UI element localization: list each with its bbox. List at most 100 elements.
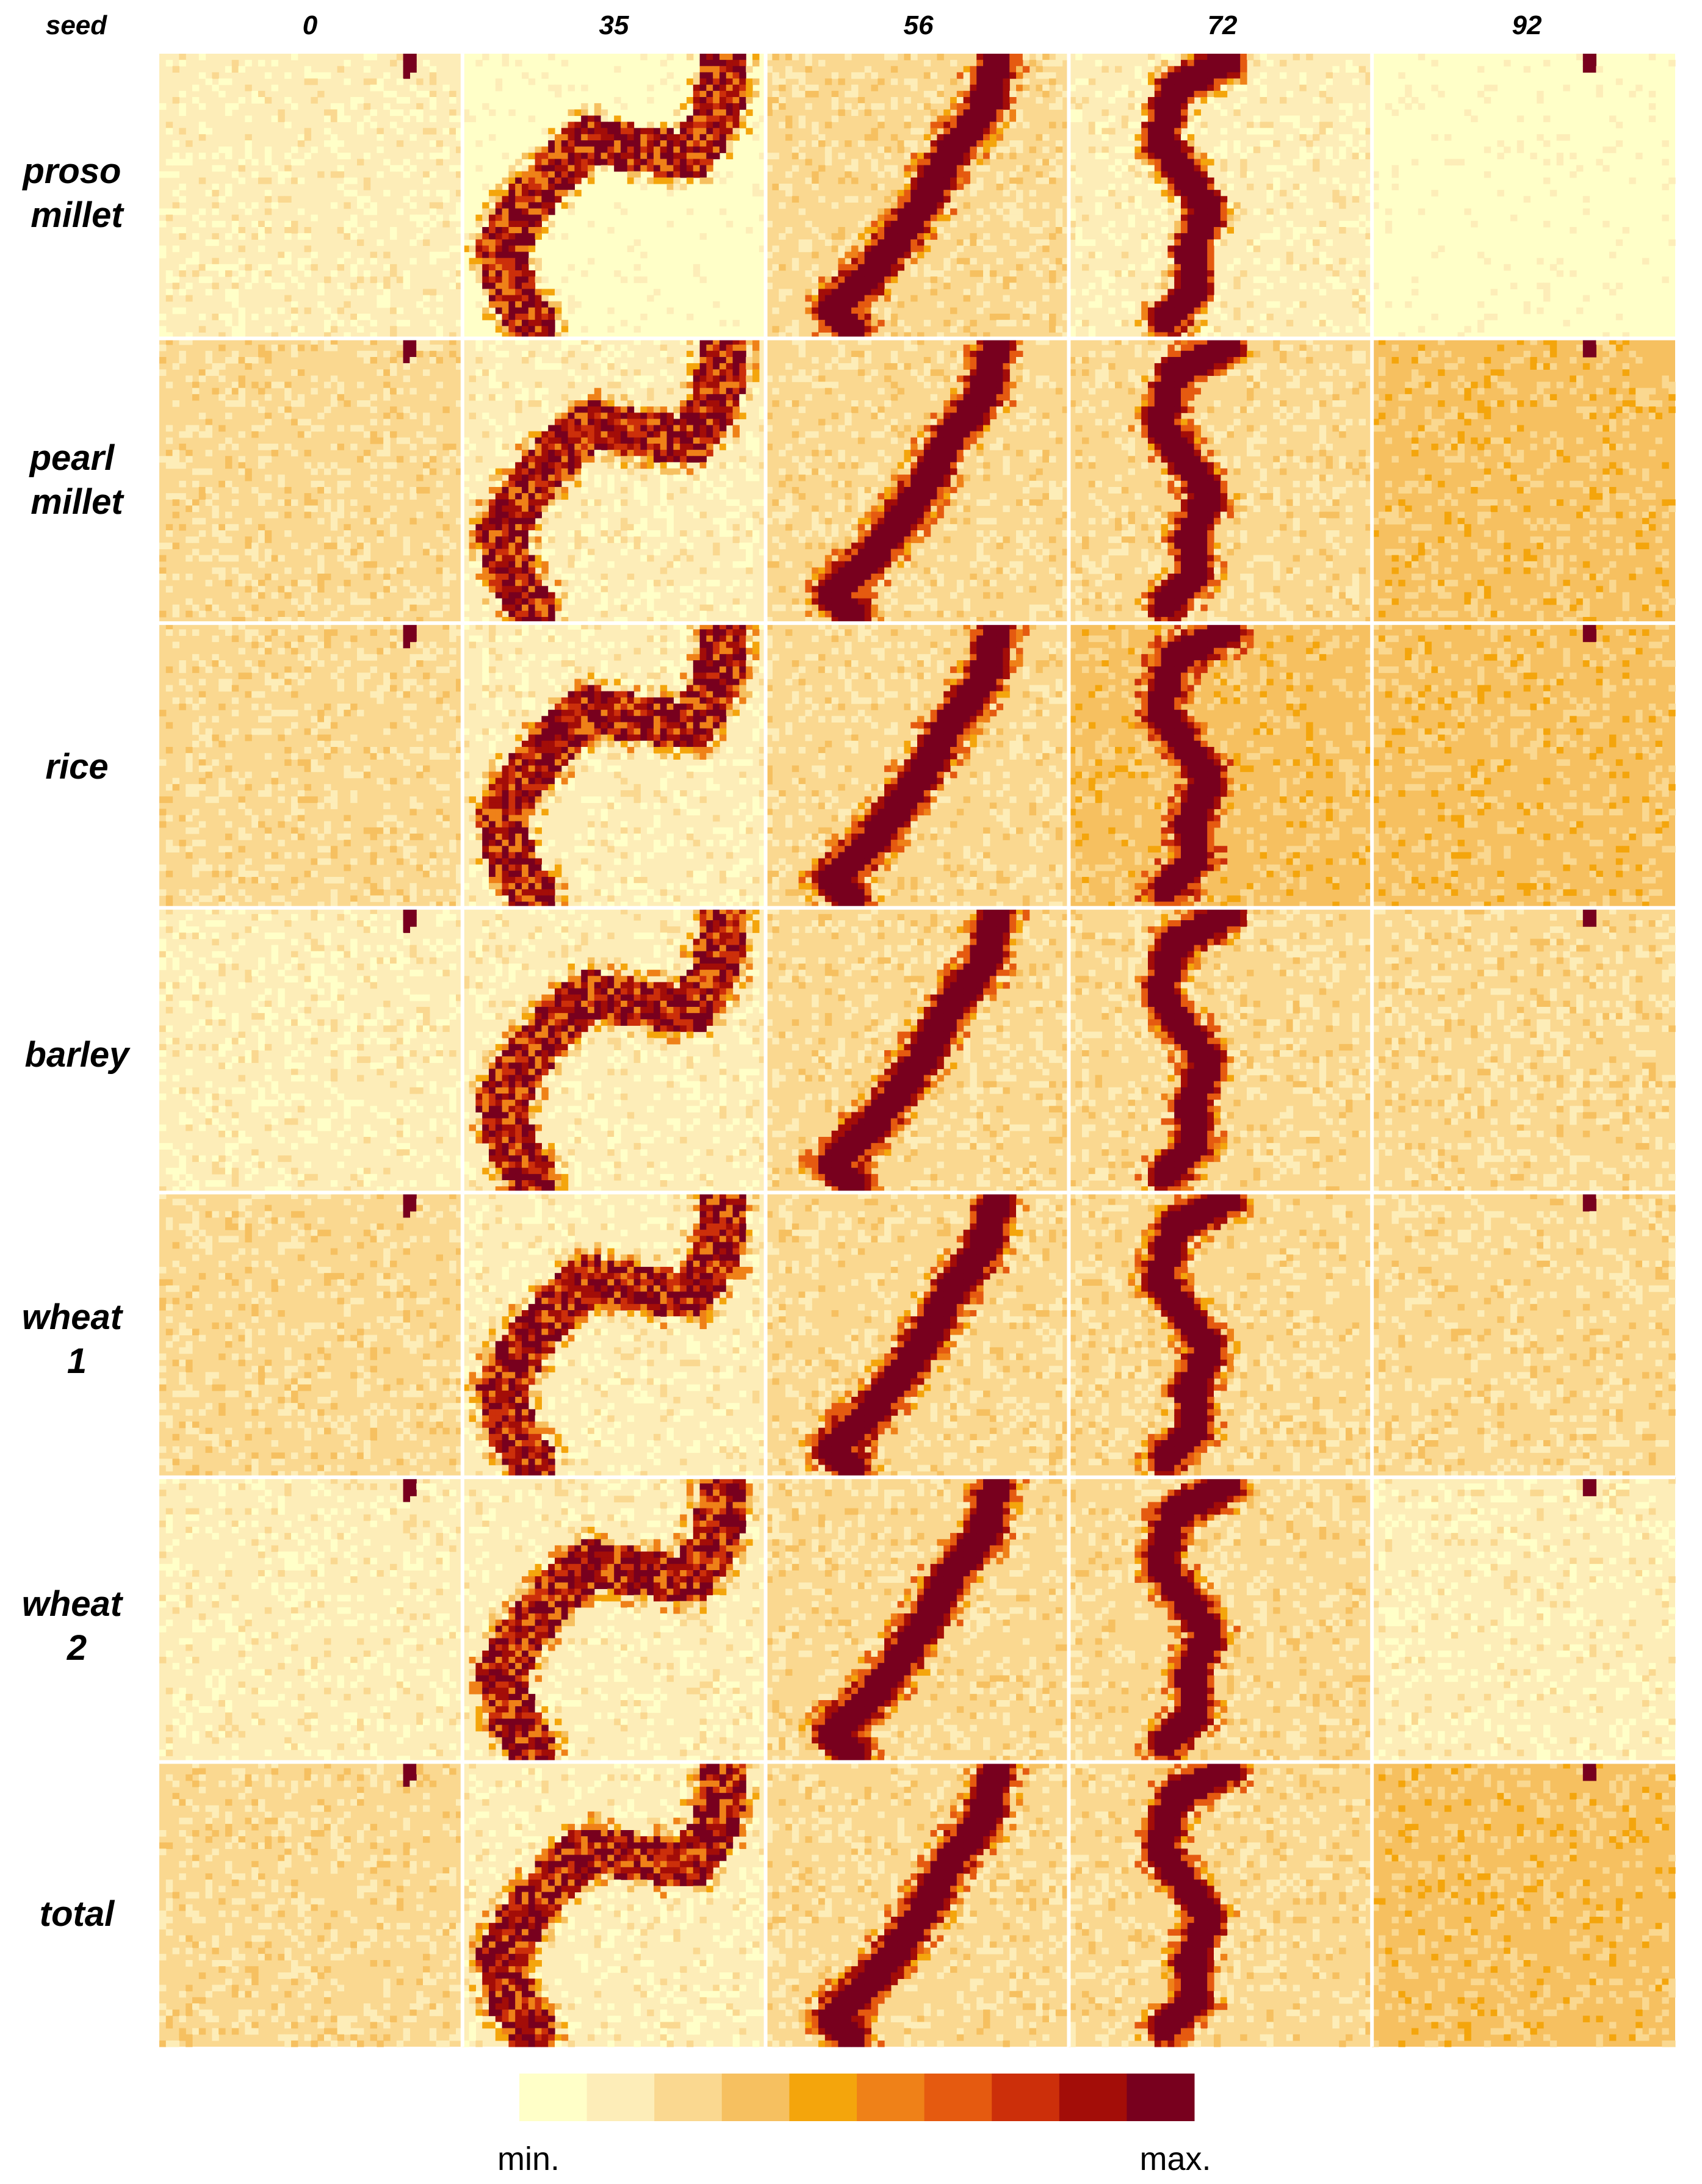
heatmap-cell <box>324 276 331 283</box>
heatmap-cell <box>1233 66 1240 73</box>
heatmap-cell <box>1583 209 1590 215</box>
heatmap-cell <box>508 469 515 475</box>
heatmap-cell <box>1227 171 1234 178</box>
heatmap-cell <box>522 512 528 519</box>
heatmap-cell <box>515 518 522 525</box>
heatmap-cell <box>475 357 482 364</box>
heatmap-cell <box>970 190 976 196</box>
heatmap-cell <box>522 536 528 543</box>
heatmap-cell <box>409 345 416 351</box>
heatmap-cell <box>568 444 575 450</box>
heatmap-cell <box>508 599 515 605</box>
heatmap-cell <box>884 252 891 259</box>
heatmap-cell <box>693 388 700 395</box>
heatmap-cell <box>964 388 970 395</box>
heatmap-cell <box>891 97 898 104</box>
heatmap-cell <box>397 320 403 326</box>
heatmap-cell <box>733 357 740 364</box>
heatmap-cell <box>607 481 614 488</box>
heatmap-cell <box>1221 209 1227 215</box>
heatmap-cell <box>541 481 548 488</box>
heatmap-cell <box>891 79 898 85</box>
heatmap-cell <box>1260 91 1267 98</box>
heatmap-cell <box>528 568 535 574</box>
heatmap-cell <box>377 79 383 85</box>
heatmap-cell <box>218 165 225 172</box>
heatmap-cell <box>568 109 575 116</box>
heatmap-cell <box>964 171 970 178</box>
heatmap-cell <box>660 512 667 519</box>
heatmap-cell <box>667 140 674 147</box>
heatmap-cell <box>957 406 964 413</box>
heatmap-cell <box>1194 66 1201 73</box>
heatmap-cell <box>917 128 924 135</box>
heatmap-cell <box>1233 54 1240 60</box>
heatmap-cell <box>640 425 647 432</box>
heatmap-cell <box>489 536 496 543</box>
heatmap-cell <box>964 91 970 98</box>
heatmap-cell <box>950 97 957 104</box>
heatmap-cell <box>239 605 245 611</box>
heatmap-cell <box>508 481 515 488</box>
heatmap-cell <box>891 190 898 196</box>
heatmap-cell <box>502 561 509 568</box>
heatmap-cell <box>555 469 561 475</box>
heatmap-cell <box>706 493 713 500</box>
heatmap-cell <box>1194 184 1201 190</box>
heatmap-cell <box>548 536 555 543</box>
heatmap-cell <box>475 258 482 265</box>
heatmap-cell <box>1042 72 1049 79</box>
heatmap-cell <box>1148 184 1155 190</box>
heatmap-cell <box>990 109 997 116</box>
heatmap-cell <box>970 394 976 401</box>
heatmap-cell <box>997 363 1003 370</box>
heatmap-cell <box>166 60 173 67</box>
heatmap-cell <box>997 382 1003 389</box>
heatmap-cell <box>555 406 561 413</box>
heatmap-cell <box>1049 72 1056 79</box>
heatmap-cell <box>772 79 779 85</box>
heatmap-cell <box>858 351 865 358</box>
heatmap-cell <box>489 134 496 141</box>
heatmap-cell <box>403 115 410 122</box>
heatmap-cell <box>937 97 943 104</box>
heatmap-cell <box>1174 314 1181 320</box>
heatmap-cell <box>442 128 449 135</box>
heatmap-cell <box>357 542 364 549</box>
heatmap-cell <box>1122 122 1128 129</box>
heatmap-cell <box>1095 270 1102 277</box>
heatmap-cell <box>891 295 898 302</box>
heatmap-cell <box>337 264 344 271</box>
heatmap-cell <box>1181 165 1188 172</box>
heatmap-cell <box>311 481 317 488</box>
heatmap-cell <box>687 97 693 104</box>
heatmap-cell <box>364 555 370 562</box>
heatmap-cell <box>647 140 654 147</box>
heatmap-cell <box>910 295 917 302</box>
heatmap-cell <box>1174 122 1181 129</box>
heatmap-cell <box>324 505 331 512</box>
heatmap-cell <box>1089 301 1095 308</box>
heatmap-cell <box>377 239 383 246</box>
heatmap-cell <box>812 264 818 271</box>
heatmap-cell <box>1174 264 1181 271</box>
heatmap-cell <box>561 487 568 494</box>
heatmap-cell <box>924 171 931 178</box>
heatmap-cell <box>832 140 838 147</box>
heatmap-cell <box>561 456 568 463</box>
heatmap-cell <box>489 369 496 376</box>
heatmap-cell <box>377 518 383 525</box>
heatmap-cell <box>660 469 667 475</box>
heatmap-cell <box>700 363 707 370</box>
heatmap-cell <box>1188 72 1194 79</box>
heatmap-cell <box>687 505 693 512</box>
heatmap-cell <box>601 536 608 543</box>
heatmap-cell <box>508 171 515 178</box>
heatmap-cell <box>726 109 733 116</box>
heatmap-cell <box>700 512 707 519</box>
heatmap-cell <box>1155 122 1161 129</box>
heatmap-cell <box>845 264 851 271</box>
heatmap-cell <box>647 159 654 165</box>
heatmap-cell <box>601 611 608 618</box>
heatmap-cell <box>535 431 542 438</box>
